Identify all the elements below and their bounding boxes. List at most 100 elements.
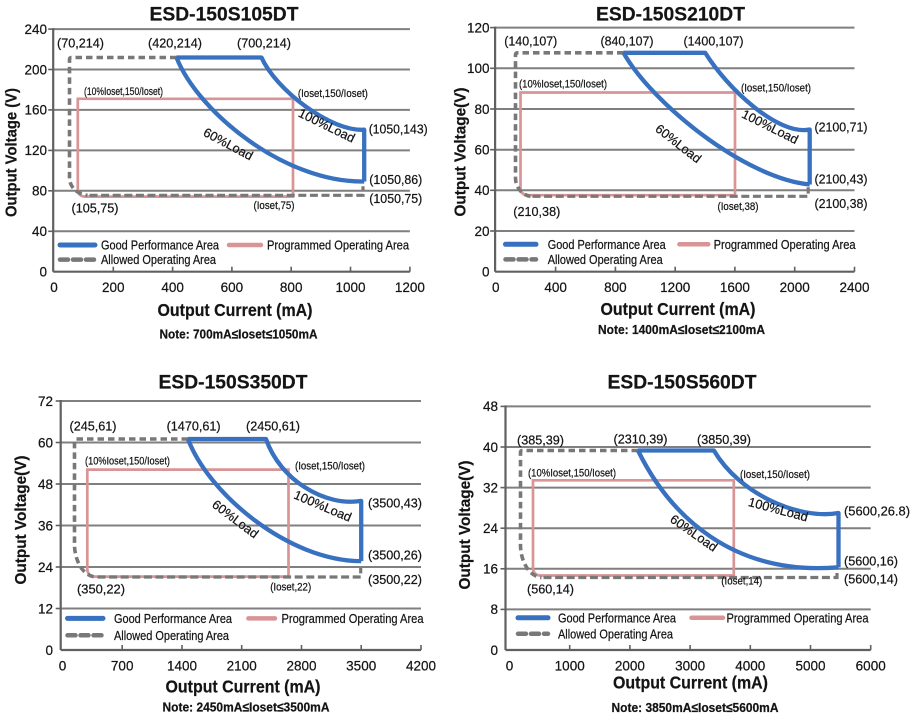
svg-text:(350,22): (350,22) xyxy=(77,581,125,596)
svg-text:400: 400 xyxy=(544,280,567,295)
svg-text:(2310,39): (2310,39) xyxy=(614,432,668,447)
svg-text:40: 40 xyxy=(474,183,489,198)
svg-text:Good Performance Area: Good Performance Area xyxy=(114,611,233,626)
svg-text:20: 20 xyxy=(474,224,489,239)
svg-text:(1470,61): (1470,61) xyxy=(167,419,221,434)
svg-text:(420,214): (420,214) xyxy=(148,36,202,51)
svg-text:40: 40 xyxy=(483,440,498,455)
svg-text:ESD-150S560DT: ESD-150S560DT xyxy=(608,372,757,394)
svg-text:0: 0 xyxy=(490,643,498,658)
svg-text:600: 600 xyxy=(221,280,244,295)
svg-text:0: 0 xyxy=(492,280,500,295)
svg-text:Good Performance Area: Good Performance Area xyxy=(101,238,220,253)
svg-text:(840,107): (840,107) xyxy=(601,34,654,49)
svg-text:(560,14): (560,14) xyxy=(527,581,574,596)
svg-text:160: 160 xyxy=(24,103,47,118)
svg-text:3000: 3000 xyxy=(675,658,705,673)
svg-text:Output Current (mA): Output Current (mA) xyxy=(601,299,756,319)
svg-text:16: 16 xyxy=(483,562,498,577)
svg-text:(10%Ioset,150/Ioset): (10%Ioset,150/Ioset) xyxy=(84,86,163,98)
svg-text:Good Performance Area: Good Performance Area xyxy=(558,610,677,625)
svg-text:0: 0 xyxy=(39,265,47,280)
svg-text:(Ioset,14): (Ioset,14) xyxy=(721,576,762,588)
svg-text:(2100,43): (2100,43) xyxy=(815,172,868,187)
svg-text:4000: 4000 xyxy=(735,658,765,673)
svg-text:1000: 1000 xyxy=(555,658,585,673)
svg-text:(70,214): (70,214) xyxy=(57,36,104,51)
svg-text:Output Current (mA): Output Current (mA) xyxy=(613,673,768,693)
svg-text:240: 240 xyxy=(24,22,47,37)
svg-text:36: 36 xyxy=(38,518,53,533)
svg-text:Output Voltage (V): Output Voltage (V) xyxy=(4,88,21,217)
svg-text:2800: 2800 xyxy=(286,658,316,673)
svg-text:4200: 4200 xyxy=(406,658,436,673)
svg-text:48: 48 xyxy=(483,399,498,414)
svg-text:1200: 1200 xyxy=(660,280,690,295)
svg-text:6000: 6000 xyxy=(856,658,886,673)
svg-text:2000: 2000 xyxy=(615,658,645,673)
svg-text:12: 12 xyxy=(38,601,53,616)
svg-text:Note: 700mA≤Ioset≤1050mA: Note: 700mA≤Ioset≤1050mA xyxy=(160,327,319,342)
svg-text:Programmed Operating Area: Programmed Operating Area xyxy=(267,238,410,253)
svg-text:1200: 1200 xyxy=(395,280,425,295)
svg-text:(Ioset,150/Ioset): (Ioset,150/Ioset) xyxy=(298,88,368,100)
svg-text:(5600,14): (5600,14) xyxy=(844,571,898,586)
svg-text:1400: 1400 xyxy=(167,658,197,673)
svg-text:ESD-150S210DT: ESD-150S210DT xyxy=(596,4,745,26)
svg-text:Output Current (mA): Output Current (mA) xyxy=(158,300,313,320)
svg-text:2100: 2100 xyxy=(227,658,257,673)
svg-text:(140,107): (140,107) xyxy=(504,34,557,49)
svg-text:400: 400 xyxy=(161,280,184,295)
svg-text:(1050,86): (1050,86) xyxy=(369,172,422,187)
svg-text:Allowed Operating Area: Allowed Operating Area xyxy=(558,626,674,641)
svg-text:32: 32 xyxy=(483,480,498,495)
svg-text:5000: 5000 xyxy=(795,658,825,673)
svg-text:(Ioset,150/Ioset): (Ioset,150/Ioset) xyxy=(295,461,365,473)
svg-text:3500: 3500 xyxy=(346,658,376,673)
svg-text:(3500,22): (3500,22) xyxy=(368,572,422,587)
svg-text:Note: 3850mA≤Ioset≤5600mA: Note: 3850mA≤Ioset≤5600mA xyxy=(612,700,780,715)
svg-text:(3500,43): (3500,43) xyxy=(368,496,422,511)
svg-text:48: 48 xyxy=(38,477,53,492)
svg-text:(5600,26.8): (5600,26.8) xyxy=(844,504,910,519)
svg-text:Allowed Operating Area: Allowed Operating Area xyxy=(114,628,230,643)
svg-text:(3850,39): (3850,39) xyxy=(697,432,751,447)
svg-text:8: 8 xyxy=(490,602,498,617)
svg-text:(Ioset,75): (Ioset,75) xyxy=(254,200,295,212)
svg-text:(1050,75): (1050,75) xyxy=(369,191,422,206)
svg-text:Output Voltage(V): Output Voltage(V) xyxy=(13,456,30,585)
svg-text:2000: 2000 xyxy=(780,280,810,295)
svg-text:24: 24 xyxy=(38,560,54,575)
svg-text:ESD-150S105DT: ESD-150S105DT xyxy=(150,4,299,26)
svg-text:100: 100 xyxy=(467,61,490,76)
svg-text:1000: 1000 xyxy=(335,280,365,295)
svg-text:60: 60 xyxy=(38,435,53,450)
svg-text:0: 0 xyxy=(59,658,67,673)
svg-text:(Ioset,38): (Ioset,38) xyxy=(718,201,759,213)
svg-text:0: 0 xyxy=(50,280,58,295)
svg-text:72: 72 xyxy=(38,394,53,409)
svg-text:(Ioset,150/Ioset): (Ioset,150/Ioset) xyxy=(741,82,811,94)
svg-text:80: 80 xyxy=(32,184,47,199)
svg-text:0: 0 xyxy=(506,658,514,673)
svg-text:Programmed Operating Area: Programmed Operating Area xyxy=(714,237,857,252)
svg-text:(5600,16): (5600,16) xyxy=(844,554,898,569)
svg-text:Good Performance Area: Good Performance Area xyxy=(548,237,667,252)
svg-text:120: 120 xyxy=(24,143,47,158)
svg-text:(2450,61): (2450,61) xyxy=(246,419,300,434)
svg-text:60: 60 xyxy=(474,143,489,158)
svg-text:(Ioset,22): (Ioset,22) xyxy=(270,581,311,593)
svg-text:0: 0 xyxy=(482,265,490,280)
svg-text:(105,75): (105,75) xyxy=(72,201,119,216)
svg-text:40: 40 xyxy=(32,224,47,239)
svg-text:0: 0 xyxy=(45,643,53,658)
svg-text:200: 200 xyxy=(24,62,47,77)
svg-text:800: 800 xyxy=(604,280,627,295)
svg-text:80: 80 xyxy=(474,102,489,117)
svg-text:Allowed Operating Area: Allowed Operating Area xyxy=(101,252,217,267)
svg-text:1600: 1600 xyxy=(720,280,750,295)
svg-text:Allowed Operating Area: Allowed Operating Area xyxy=(548,252,664,267)
svg-text:(210,38): (210,38) xyxy=(513,204,560,219)
svg-text:Programmed Operating Area: Programmed Operating Area xyxy=(282,611,425,626)
svg-text:Output Voltage(V): Output Voltage(V) xyxy=(453,88,470,217)
